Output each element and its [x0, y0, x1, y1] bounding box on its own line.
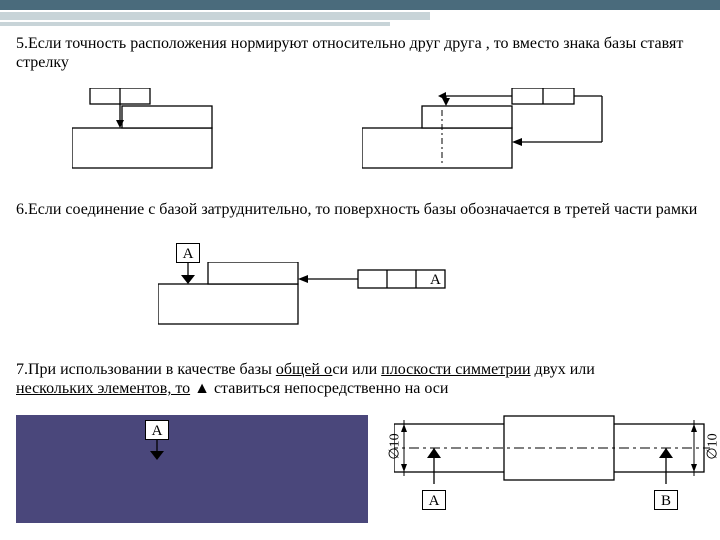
diagram-5-left: [72, 88, 232, 178]
para-7: 7.При использовании в качестве базы обще…: [16, 360, 708, 398]
para7-m3: ▲ ставиться непосредственно на оси: [190, 380, 448, 397]
diam-left: ∅10: [387, 433, 404, 459]
diagram-7-right: [394, 414, 714, 492]
para7-u2: плоскости симметрии: [381, 361, 530, 378]
para7-pre: 7.При использовании в качестве базы: [16, 361, 276, 378]
para-6: 6.Если соединение с базой затруднительно…: [16, 200, 704, 219]
diagram-6: А: [158, 262, 468, 332]
datum-label-A-7: А: [145, 420, 169, 440]
diam-right: ∅10: [705, 433, 720, 459]
header-stripe-2: [0, 12, 430, 20]
para7-u1: общей о: [276, 361, 333, 378]
selection-patch: [16, 415, 368, 523]
para7-m2: двух или: [531, 361, 595, 378]
header-stripe-3: [0, 22, 390, 26]
para7-u3: нескольких элементов, то: [16, 380, 190, 397]
svg-text:А: А: [430, 272, 441, 288]
datum-label-A-6: А: [176, 243, 200, 263]
diagram-7-left: [142, 440, 172, 464]
datum-label-B-shaft: В: [654, 490, 678, 510]
diagram-5-right: [362, 88, 622, 178]
datum-label-A-shaft: А: [422, 490, 446, 510]
header-stripe-1: [0, 0, 720, 10]
para7-m1: си или: [332, 361, 381, 378]
para-5: 5.Если точность расположения нормируют о…: [16, 34, 704, 72]
